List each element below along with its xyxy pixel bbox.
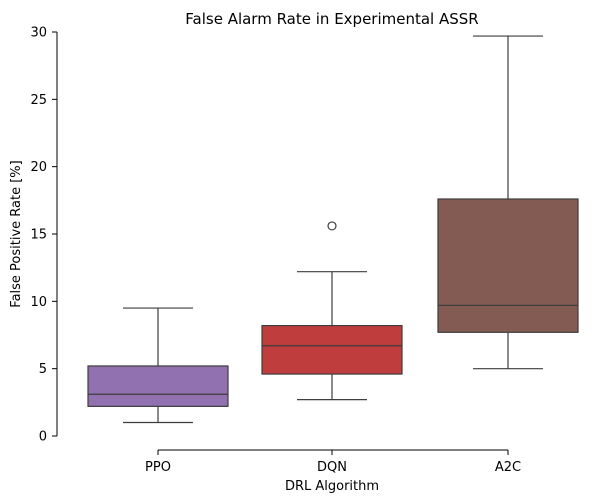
iqr-box <box>87 365 229 407</box>
x-tick-label: DQN <box>317 460 347 475</box>
y-tick-label: 15 <box>30 228 47 243</box>
chart-title: False Alarm Rate in Experimental ASSR <box>185 10 478 28</box>
y-axis-label: False Positive Rate [%] <box>9 160 24 307</box>
y-tick-label: 0 <box>39 430 47 445</box>
box-a2c <box>437 35 579 370</box>
x-axis-label: DRL Algorithm <box>285 479 379 494</box>
x-tick-label: A2C <box>495 460 521 475</box>
x-tick-label: PPO <box>145 460 171 475</box>
y-tick-label: 30 <box>30 26 47 41</box>
y-tick-label: 5 <box>39 362 47 377</box>
y-tick-label: 10 <box>30 295 47 310</box>
x-axis: PPO DQN A2C <box>145 449 521 475</box>
iqr-box <box>261 324 403 375</box>
box-ppo <box>87 307 229 424</box>
y-tick-label: 20 <box>30 160 47 175</box>
outlier-point <box>327 221 337 231</box>
box-group <box>87 35 579 424</box>
box-dqn <box>261 221 403 401</box>
y-tick-label: 25 <box>30 93 47 108</box>
iqr-box <box>437 198 579 333</box>
y-axis: 0 5 10 15 20 25 30 <box>30 26 58 445</box>
